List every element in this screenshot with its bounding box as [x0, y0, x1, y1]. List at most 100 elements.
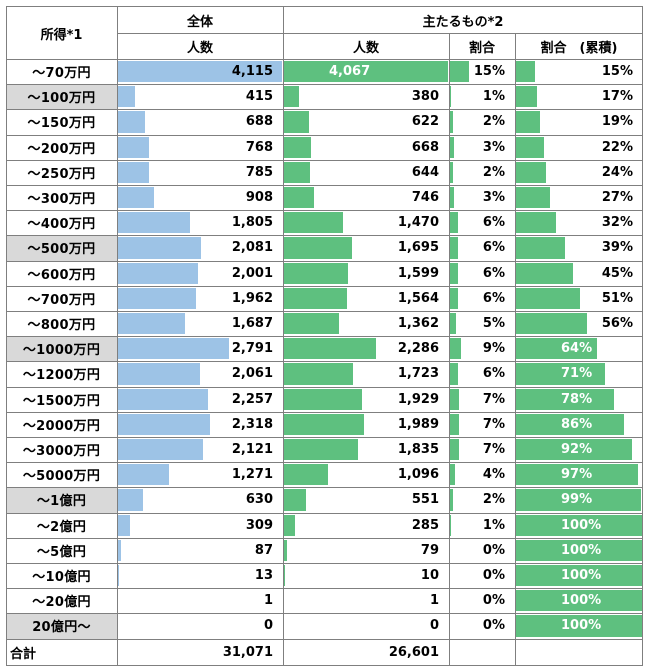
table-row: ～5000万円 1,271 1,096 4% 97%: [6, 462, 643, 487]
table-row: ～500万円 2,081 1,695 6% 39%: [6, 235, 643, 261]
cum-cell: 86%: [515, 412, 643, 437]
cum-cell: 100%: [515, 538, 643, 563]
table-row: ～5億円 87 79 0% 100%: [6, 538, 643, 563]
cum-cell: 71%: [515, 361, 643, 386]
ratio-value: 0%: [482, 568, 505, 584]
table-row: ～700万円 1,962 1,564 6% 51%: [6, 286, 643, 311]
ratio-value: 7%: [482, 416, 505, 432]
row-divider: [6, 134, 643, 136]
column-divider: [515, 33, 516, 666]
ratio-cell: 0%: [449, 613, 515, 638]
main-value: 1,599: [397, 265, 439, 281]
main-cell: 285: [283, 513, 449, 538]
all-value: 688: [245, 114, 273, 130]
row-divider: [6, 260, 643, 262]
main-cell: 2,286: [283, 336, 449, 361]
total-row: 合計 31,071 26,601: [6, 639, 643, 666]
all-bar: [118, 237, 201, 259]
cum-bar: [516, 565, 642, 587]
all-cell: 87: [117, 538, 283, 563]
ratio-cell: 6%: [449, 261, 515, 286]
cum-cell: 100%: [515, 588, 643, 613]
row-divider: [6, 336, 643, 338]
income-bracket-label: ～300万円: [27, 192, 96, 208]
cum-bar: [516, 262, 573, 284]
all-cell: 688: [117, 109, 283, 134]
all-cell: 4,115: [117, 59, 283, 84]
ratio-value: 1%: [482, 89, 505, 105]
ratio-value: 6%: [482, 366, 505, 382]
main-bar: [284, 539, 288, 561]
cum-bar: [516, 161, 547, 183]
main-cell: 79: [283, 538, 449, 563]
cum-value: 24%: [601, 164, 633, 180]
main-bar: [284, 464, 329, 486]
cum-bar: [516, 111, 540, 133]
main-cell: 746: [283, 185, 449, 210]
ratio-value: 1%: [482, 517, 505, 533]
cum-value: 15%: [601, 64, 633, 80]
ratio-bar: [450, 363, 458, 385]
all-cell: 1,271: [117, 462, 283, 487]
all-value: 2,121: [231, 442, 273, 458]
row-divider: [6, 84, 643, 86]
main-bar: [284, 313, 339, 335]
cum-bar: [516, 388, 615, 410]
income-bracket-label: ～5000万円: [22, 469, 101, 485]
main-value: 1,470: [397, 215, 439, 231]
cum-value: 100%: [561, 517, 602, 533]
cum-bar: [516, 313, 587, 335]
row-divider: [6, 437, 643, 438]
column-divider: [117, 7, 118, 666]
ratio-value: 7%: [482, 442, 505, 458]
ratio-bar: [450, 187, 454, 209]
ratio-value: 3%: [482, 190, 505, 206]
row-divider: [6, 159, 643, 161]
all-bar: [118, 464, 169, 486]
cum-value: 78%: [561, 391, 593, 407]
row-divider: [6, 361, 643, 363]
table-row: ～600万円 2,001 1,599 6% 45%: [6, 261, 643, 286]
ratio-cell: 2%: [449, 487, 515, 512]
cum-cell: 22%: [515, 135, 643, 160]
all-value: 2,081: [231, 240, 273, 256]
all-bar: [118, 136, 149, 158]
main-value: 551: [411, 492, 439, 508]
all-value: 415: [245, 89, 273, 105]
main-value: 1,362: [397, 316, 439, 332]
income-bracket-label: ～600万円: [27, 267, 96, 283]
ratio-value: 9%: [482, 341, 505, 357]
all-value: 2,001: [231, 265, 273, 281]
all-cell: 2,791: [117, 336, 283, 361]
ratio-value: 0%: [482, 593, 505, 609]
ratio-cell: 1%: [449, 84, 515, 109]
main-bar: [284, 136, 311, 158]
cum-bar: [516, 514, 642, 536]
main-bar: [284, 413, 365, 435]
row-divider: [6, 487, 643, 489]
main-cell: 4,067: [283, 59, 449, 84]
income-bracket-label: ～3000万円: [22, 444, 101, 460]
income-distribution-table: 所得*1 全体 主たるもの*2 人数 人数 割合 割合 (累積) ～70万円 4,…: [6, 6, 643, 666]
all-bar: [118, 539, 122, 561]
all-total-value: 31,071: [222, 644, 273, 660]
cum-bar: [516, 489, 641, 511]
row-divider: [6, 235, 643, 237]
main-bar: [284, 61, 448, 83]
main-bar: [284, 237, 353, 259]
cum-cell: 99%: [515, 487, 643, 512]
all-cell: 2,061: [117, 361, 283, 386]
ratio-bar: [450, 61, 469, 83]
cum-cell: 24%: [515, 160, 643, 185]
ratio-value: 5%: [482, 316, 505, 332]
main-cell: 668: [283, 135, 449, 160]
income-bracket-label: ～1億円: [6, 487, 117, 513]
all-value: 1,271: [231, 467, 273, 483]
header-ratio-cumulative: 割合 (累積): [540, 40, 618, 56]
cum-cell: 100%: [515, 513, 643, 538]
income-bracket-label: ～150万円: [27, 116, 96, 132]
all-cell: 13: [117, 563, 283, 588]
row-divider: [6, 185, 643, 186]
main-value: 1,695: [397, 240, 439, 256]
all-cell: 2,121: [117, 437, 283, 462]
